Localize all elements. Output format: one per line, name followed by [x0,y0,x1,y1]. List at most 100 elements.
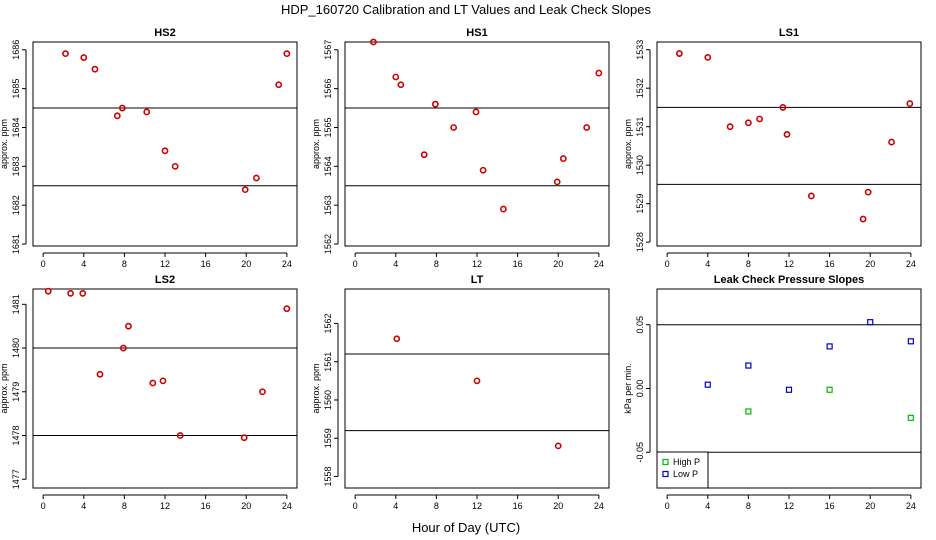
data-point [704,53,712,61]
data-point [149,379,157,387]
x-tick-label: 8 [434,259,439,269]
data-point [779,104,787,111]
data-point [559,155,567,162]
figure-xlabel: Hour of Day (UTC) [412,520,520,535]
legend-label: High P [673,457,700,467]
y-axis-label: approx. ppm [311,119,321,169]
legend-marker [662,458,669,466]
x-tick-label: 20 [865,259,875,269]
y-tick-label: 1684 [11,117,21,137]
x-tick-label: 0 [353,501,358,511]
x-tick-label: 12 [472,501,482,511]
x-tick-label: 12 [784,501,794,511]
panel-title: HS2 [154,27,175,39]
y-tick-label: 1685 [11,79,21,99]
data-point [259,388,266,396]
data-point [125,322,132,330]
y-tick-label: 1686 [11,40,21,60]
x-tick-label: 12 [472,259,482,269]
data-point [907,338,914,345]
panel-5: Leak Check Pressure Slopes 0 4 8 12 16 20 24 -0.… [623,274,922,511]
x-tick-label: 4 [705,259,710,269]
legend-label: Low P [673,469,698,479]
y-tick-label: 1533 [635,40,645,60]
data-point [283,305,291,313]
y-tick-label: 1481 [11,294,21,314]
x-tick-label: 16 [513,259,523,269]
y-tick-label: 1529 [635,194,645,214]
data-point [473,377,481,385]
panel-4: LT 0 4 8 12 16 20 24 1558 1559 1560 1561 1562 approx.… [311,274,610,511]
data-point [826,386,833,393]
plot-frame [656,288,922,489]
plot-frame [344,288,610,489]
x-tick-label: 0 [41,259,46,269]
data-point [397,81,405,89]
data-point [67,289,74,297]
y-tick-label: 1478 [11,426,21,446]
data-point [143,108,151,116]
data-point [859,215,867,223]
y-tick-label: 1681 [11,234,21,254]
y-tick-label: 1480 [11,338,21,358]
data-point [888,138,895,146]
data-point [499,205,507,213]
y-axis-label: approx. ppm [0,363,9,413]
data-point [96,370,104,378]
y-tick-label: 1564 [323,156,333,176]
legend: High P Low P [656,451,709,489]
data-point [472,108,480,116]
panel-title: HS1 [466,27,487,39]
panel-1: HS1 0 4 8 12 16 20 24 1562 1563 1564 1565 1566 1567 ap… [311,27,610,269]
data-point [159,377,167,385]
y-tick-label: 1682 [11,195,21,215]
x-tick-label: 24 [594,501,604,511]
y-tick-label: 0.05 [635,316,645,334]
x-tick-label: 0 [353,259,358,269]
y-tick-label: 1563 [323,195,333,215]
x-tick-label: 12 [160,501,170,511]
x-tick-label: 12 [784,259,794,269]
data-point [275,81,283,89]
x-tick-label: 24 [906,259,916,269]
plot-frame [344,41,610,247]
legend-box [656,451,709,489]
data-point [252,174,260,182]
x-tick-label: 20 [241,501,251,511]
panel-title: LT [471,274,484,286]
panel-0: HS2 0 4 8 12 16 20 24 1681 1682 1683 1684 1685 1686 ap… [0,27,298,269]
panel-3: LS2 0 4 8 12 16 20 24 1477 1478 1479 1480 1481 approx… [0,274,298,511]
data-point [91,65,99,73]
panel-title: LS2 [155,274,175,286]
y-tick-label: 1530 [635,155,645,175]
x-tick-label: 8 [434,501,439,511]
x-tick-label: 24 [594,259,604,269]
y-tick-label: 1561 [323,352,333,372]
y-axis-label: approx. ppm [0,119,9,169]
data-point [756,115,763,123]
y-tick-label: 1477 [11,469,21,489]
plot-frame [32,288,298,489]
y-tick-label: 1558 [323,467,333,487]
x-tick-label: 4 [393,259,398,269]
x-tick-label: 16 [513,501,523,511]
data-point [867,319,874,326]
data-point [79,289,87,297]
data-point [479,166,487,174]
x-tick-label: 12 [160,259,170,269]
data-point [119,344,127,352]
data-point [240,434,248,442]
data-point [431,100,439,108]
y-tick-label: -0.05 [635,442,645,463]
y-tick-label: 1528 [635,232,645,252]
data-point [113,112,121,120]
x-tick-label: 0 [665,501,670,511]
data-point [595,69,603,77]
x-tick-label: 4 [393,501,398,511]
y-tick-label: 1562 [323,313,333,333]
x-tick-label: 0 [665,259,670,269]
data-point [807,192,815,200]
y-tick-label: 1562 [323,234,333,254]
y-tick-label: 1683 [11,156,21,176]
y-axis-label: approx. ppm [311,363,321,413]
